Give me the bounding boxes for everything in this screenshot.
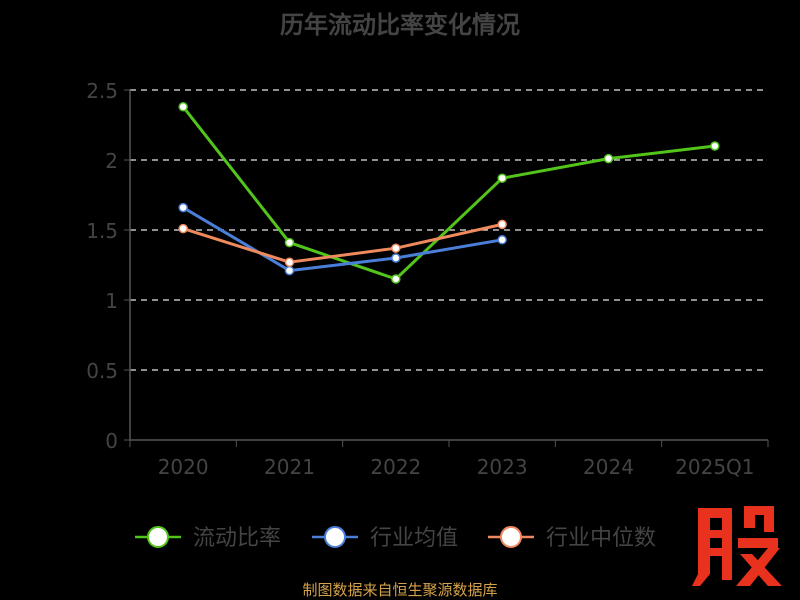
data-point [391, 253, 401, 263]
chart-title: 历年流动比率变化情况 [280, 11, 520, 39]
data-point [391, 243, 401, 253]
data-point [284, 237, 295, 248]
legend-marker [147, 526, 169, 548]
data-point [391, 274, 401, 284]
data-point [178, 223, 188, 234]
x-tick-label: 2023 [477, 455, 528, 479]
legend-label: 流动比率 [193, 526, 281, 551]
x-tick-label: 2020 [158, 455, 209, 479]
series-line-1 [181, 105, 716, 281]
y-tick-label: 0 [105, 429, 118, 453]
data-point [603, 153, 614, 164]
legend-marker [324, 526, 346, 548]
data-point [497, 219, 507, 230]
data-point [497, 235, 507, 245]
y-tick-label: 2 [105, 149, 118, 173]
data-point [178, 202, 188, 213]
data-source-note: 制图数据来自恒生聚源数据库 [302, 581, 498, 599]
y-tick-label: 0.5 [86, 359, 118, 383]
data-point [497, 173, 507, 183]
x-tick-label: 2022 [370, 455, 421, 479]
legend-marker [500, 526, 522, 548]
x-tick-label: 2021 [264, 455, 315, 479]
legend-label: 行业均值 [370, 526, 458, 551]
data-point [284, 257, 295, 267]
gu-logo-icon [692, 506, 782, 586]
data-point [178, 102, 188, 112]
data-point [710, 141, 720, 151]
y-tick-label: 1.5 [86, 219, 118, 243]
series-line-2 [182, 206, 503, 273]
x-tick-label: 2025Q1 [675, 455, 754, 479]
y-tick-label: 2.5 [86, 79, 118, 103]
data-point [284, 265, 295, 276]
y-tick-label: 1 [105, 289, 118, 313]
x-tick-label: 2024 [583, 455, 634, 479]
legend-label: 行业中位数 [546, 526, 656, 551]
series-line-3 [182, 222, 503, 264]
